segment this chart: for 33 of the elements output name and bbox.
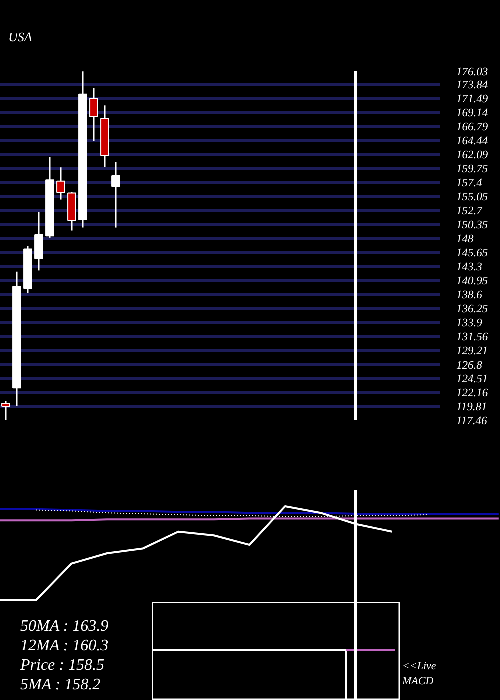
text: Price : 158.5 bbox=[20, 657, 104, 674]
y-tick-label: 129.21 bbox=[456, 345, 488, 358]
y-tick-label: 173.84 bbox=[456, 80, 488, 92]
chart-title: USA bbox=[8, 30, 32, 44]
y-tick-label: 117.46 bbox=[456, 416, 488, 428]
text: 12MA : 160.3 bbox=[20, 638, 109, 654]
y-tick-label: 145.65 bbox=[456, 248, 488, 260]
y-tick-label: 176.03 bbox=[456, 66, 488, 78]
y-tick-label: 136.25 bbox=[456, 304, 488, 316]
y-tick-label: 122.16 bbox=[456, 387, 488, 400]
text: 5MA : 158.2 bbox=[20, 676, 101, 694]
y-tick-label: 124.51 bbox=[456, 373, 488, 386]
y-tick-label: 159.75 bbox=[456, 164, 488, 176]
y-tick-label: 155.05 bbox=[456, 192, 488, 204]
y-tick-label: 131.56 bbox=[456, 331, 488, 344]
y-tick-label: 138.6 bbox=[456, 290, 483, 302]
y-tick-label: 143.3 bbox=[456, 262, 483, 274]
y-tick-label: 148 bbox=[456, 234, 474, 246]
y-tick-label: 162.09 bbox=[456, 150, 488, 162]
y-tick-label: 152.7 bbox=[456, 206, 484, 218]
y-tick-label: 166.79 bbox=[456, 122, 488, 134]
y-tick-label: 157.4 bbox=[456, 178, 483, 190]
y-tick-label: 126.8 bbox=[456, 360, 483, 372]
y-tick-label: 164.44 bbox=[456, 136, 488, 148]
y-tick-label: 169.14 bbox=[456, 108, 488, 120]
y-tick-label: 150.35 bbox=[456, 220, 488, 232]
text: 50MA : 163.9 bbox=[20, 618, 109, 635]
text: MACD bbox=[402, 676, 434, 688]
y-tick-label: 171.49 bbox=[456, 94, 488, 106]
text: <<Live bbox=[402, 660, 436, 672]
y-tick-label: 133.9 bbox=[456, 318, 483, 330]
y-tick-label: 140.95 bbox=[456, 276, 488, 288]
y-tick-label: 119.81 bbox=[456, 401, 488, 414]
